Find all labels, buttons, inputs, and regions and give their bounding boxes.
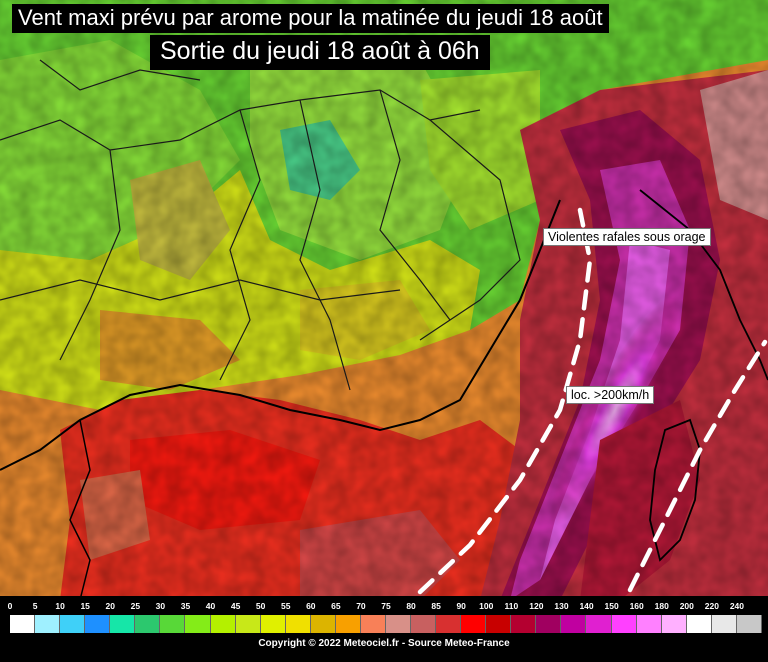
legend-swatch: [360, 615, 386, 633]
legend-tick-label: 35: [180, 601, 191, 611]
legend-swatch: [285, 615, 311, 633]
legend-tick-label: 120: [529, 601, 544, 611]
legend-tick-label: 55: [280, 601, 291, 611]
legend-swatch: [611, 615, 637, 633]
coastline-italy: [639, 189, 768, 381]
legend-swatch: [235, 615, 261, 633]
legend-swatch: [411, 615, 437, 633]
legend-tick-label: 50: [255, 601, 266, 611]
legend-swatch: [736, 615, 762, 633]
legend-swatch: [260, 615, 286, 633]
legend-tick-label: 140: [579, 601, 594, 611]
legend-tick-label: 90: [456, 601, 466, 611]
legend-swatch: [85, 615, 111, 633]
legend-swatch: [185, 615, 211, 633]
legend-tick-label: 200: [679, 601, 694, 611]
legend-swatch: [135, 615, 161, 633]
legend-tick-label: 45: [230, 601, 241, 611]
legend-swatch: [536, 615, 562, 633]
legend-tick-label: 70: [356, 601, 366, 611]
legend-swatch: [661, 615, 687, 633]
legend-tick-label: 40: [205, 601, 216, 611]
legend-tick-label: 220: [704, 601, 719, 611]
legend-swatch: [686, 615, 712, 633]
legend-swatch: [511, 615, 537, 633]
storm-line-east: [627, 339, 768, 593]
map-subtitle: Sortie du jeudi 18 août à 06h: [150, 35, 490, 70]
legend-swatch: [210, 615, 236, 633]
legend-tick-label: 65: [331, 601, 341, 611]
coastline: [0, 199, 561, 471]
legend-tick-label: 110: [504, 601, 519, 611]
legend-tick-label: 5: [32, 601, 38, 611]
legend-tick-label: 150: [604, 601, 619, 611]
legend-swatch: [35, 615, 61, 633]
storm-line-west: [417, 207, 593, 595]
legend-swatch: [561, 615, 587, 633]
map-title: Vent maxi prévu par arome pour la matiné…: [12, 4, 609, 33]
legend-swatch: [10, 615, 36, 633]
corsica-outline: [649, 418, 701, 562]
legend-tick-label: 25: [130, 601, 141, 611]
legend-swatch: [436, 615, 462, 633]
legend-tick-label: 20: [105, 601, 115, 611]
legend-swatch: [335, 615, 361, 633]
legend-swatch: [586, 615, 612, 633]
legend-tick-label: 130: [554, 601, 569, 611]
legend-tick-label: 180: [654, 601, 669, 611]
legend-swatch: [110, 615, 136, 633]
legend-tick-label: 0: [7, 601, 13, 611]
annotation-local-peak: loc. >200km/h: [566, 386, 655, 404]
legend-tick-label: 15: [80, 601, 90, 611]
legend-tick-label: 85: [431, 601, 441, 611]
legend-tick-label: 80: [406, 601, 416, 611]
legend-swatch: [711, 615, 737, 633]
legend-swatch: [310, 615, 336, 633]
annotation-gusts: Violentes rafales sous orage: [543, 228, 711, 246]
legend-swatch: [385, 615, 411, 633]
legend-tick-label: 160: [629, 601, 644, 611]
legend-tick-labels: 0 5 10 15 20 25 30 35 40 45 50 55 60 65 70 75 80 85 90 100 1…: [0, 601, 768, 613]
coastline-spain: [69, 419, 91, 601]
copyright-text: Copyright © 2022 Meteociel.fr - Source M…: [258, 638, 510, 649]
legend-tick-label: 240: [729, 601, 745, 611]
legend-tick-label: 10: [55, 601, 65, 611]
texture-overlay: [0, 0, 768, 600]
legend-tick-label: 75: [381, 601, 391, 611]
region-borders: [0, 59, 521, 391]
legend-swatch: [486, 615, 512, 633]
legend-color-scale: [10, 615, 762, 633]
legend-swatch: [60, 615, 86, 633]
legend-swatch: [461, 615, 487, 633]
legend-tick-label: 100: [479, 601, 494, 611]
legend-swatch: [160, 615, 186, 633]
legend-swatch: [636, 615, 662, 633]
legend-tick-label: 60: [306, 601, 316, 611]
legend-tick-label: 30: [155, 601, 166, 611]
